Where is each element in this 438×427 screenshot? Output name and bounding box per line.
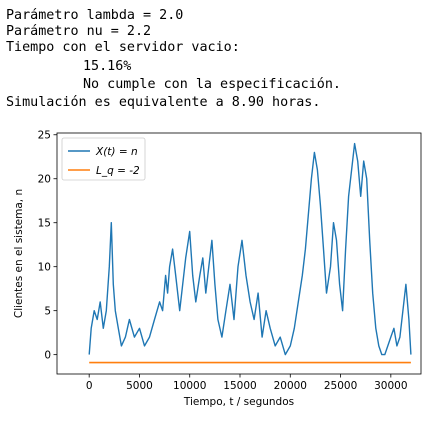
nu-output-line: Parámetro nu = 2.2 [6,24,152,39]
simulation-duration-line: Simulación es equivalente a 8.90 horas. [6,95,321,110]
y-tick-label: 25 [38,130,51,142]
legend-label-xt: X(t) = n [95,146,138,158]
y-tick-label: 15 [38,218,51,230]
x-tick-label: 0 [86,380,93,392]
y-tick-label: 10 [38,261,51,273]
queue-simulation-chart: 0 5000 10000 15000 20000 25000 30000 0 5 10 15 20 25… [13,130,422,408]
x-tick-label: 20000 [274,380,307,392]
idle-time-value: 15.16% [83,59,132,74]
legend: X(t) = n L_q = -2 [61,137,146,181]
plot-area [88,142,412,364]
axes-frame [56,132,422,375]
x-tick-label: 10000 [173,380,206,392]
x-tick-label: 15000 [223,380,256,392]
x-tick-label: 30000 [374,380,407,392]
y-axis-label: Clientes en el sistema, n [13,189,25,318]
idle-time-label: Tiempo con el servidor vacio: [6,40,240,55]
y-tick-label: 0 [44,349,51,361]
y-tick-label: 20 [38,174,51,186]
x-tick-label: 25000 [324,380,357,392]
lambda-output-line: Parámetro lambda = 2.0 [6,8,184,23]
series-line-0 [88,142,412,356]
x-tick-label: 5000 [126,380,153,392]
x-axis-label: Tiempo, t / segundos [183,396,294,408]
spec-result-line: No cumple con la especificación. [83,77,341,92]
legend-label-lq: L_q = -2 [96,165,140,177]
axis-ticks: 0 5000 10000 15000 20000 25000 30000 0 5 10 15 20 25 [38,130,408,392]
y-tick-label: 5 [44,305,51,317]
